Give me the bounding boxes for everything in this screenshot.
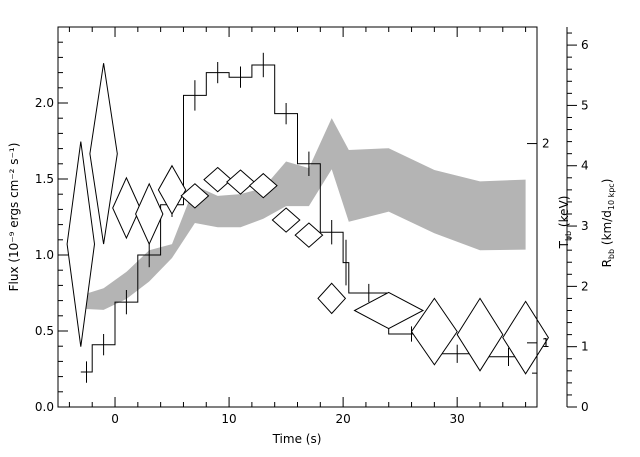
radius-tick-label: 2	[581, 279, 589, 293]
radius-point	[317, 282, 347, 315]
radius-point	[180, 183, 210, 209]
radius-point	[66, 141, 96, 347]
radius-tick-label: 6	[581, 38, 589, 52]
radius-tick-label: 4	[581, 159, 589, 173]
radius-tick-label: 5	[581, 98, 589, 112]
radius-tick-label: 1	[581, 340, 589, 354]
radius-point	[353, 291, 425, 330]
x-tick-label: 20	[335, 412, 350, 426]
flux-axis-title: Flux (10⁻⁹ ergs cm⁻² s⁻¹)	[7, 143, 21, 292]
x-tick-label: 10	[221, 412, 236, 426]
radius-axis-title: Rbb (km/d10 kpc)	[600, 179, 616, 268]
radius-point	[135, 182, 164, 246]
flux-tick-label: 0.0	[35, 400, 54, 414]
temperature-tick-label: 2	[542, 137, 550, 151]
x-axis-title: Time (s)	[272, 432, 322, 446]
radius-point	[157, 164, 187, 216]
temperature-band	[80, 118, 526, 310]
radius-point	[203, 166, 233, 193]
radius-point	[271, 207, 301, 233]
radius-axis-ticks: 0 1 2 3 4 5 6	[567, 32, 589, 414]
x-tick-label: 30	[450, 412, 465, 426]
radius-point	[456, 297, 504, 372]
flux-tick-label: 0.5	[35, 324, 54, 338]
x-axis-ticks: 0 10 20 30	[68, 27, 527, 426]
radius-point	[226, 169, 255, 195]
temperature-axis-ticks: 12	[527, 26, 550, 408]
temperature-axis-title: Tbb (keV)	[557, 196, 573, 250]
radius-point	[248, 172, 278, 199]
temperature-band-layer	[80, 118, 526, 310]
radius-point	[89, 63, 118, 245]
x-tick-label: 0	[111, 412, 119, 426]
flux-tick-label: 1.5	[35, 172, 54, 186]
flux-axis-ticks: 0.0 0.5 1.0 1.5 2.0	[35, 41, 68, 414]
radius-point	[294, 222, 324, 248]
radius-point	[410, 297, 458, 366]
temperature-tick-label: 1	[542, 336, 550, 350]
radius-tick-label: 3	[581, 219, 589, 233]
radius-point	[112, 176, 141, 240]
radius-series-layer	[66, 63, 549, 375]
flux-tick-label: 1.0	[35, 248, 54, 262]
flux-tick-label: 2.0	[35, 96, 54, 110]
radius-tick-label: 0	[581, 400, 589, 414]
